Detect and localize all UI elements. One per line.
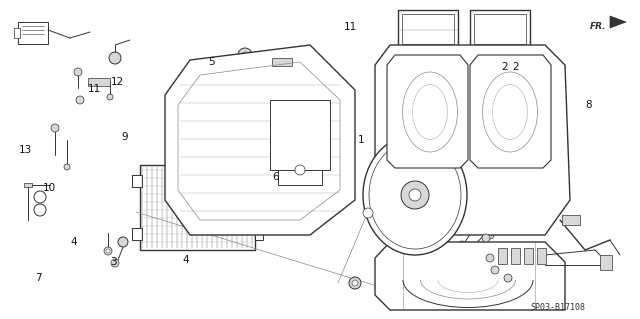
Circle shape — [260, 67, 270, 77]
Circle shape — [34, 204, 46, 216]
Circle shape — [76, 96, 84, 104]
Text: FR.: FR. — [590, 22, 607, 31]
Text: 1: 1 — [358, 135, 365, 145]
Circle shape — [482, 234, 490, 242]
Circle shape — [109, 52, 121, 64]
Ellipse shape — [132, 42, 144, 49]
Text: 8: 8 — [586, 100, 592, 110]
Circle shape — [458, 241, 466, 249]
Ellipse shape — [369, 141, 461, 249]
Text: 9: 9 — [122, 132, 128, 142]
Bar — [255, 175, 263, 187]
Circle shape — [107, 94, 113, 100]
Bar — [278, 135, 322, 185]
Text: 4: 4 — [70, 237, 77, 248]
Circle shape — [118, 237, 128, 247]
Text: 7: 7 — [35, 272, 42, 283]
Bar — [398, 10, 458, 48]
Text: 11: 11 — [344, 22, 357, 32]
Text: 12: 12 — [111, 77, 124, 87]
Bar — [498, 248, 507, 264]
Bar — [140, 165, 255, 250]
Bar — [132, 228, 142, 240]
Circle shape — [409, 189, 421, 201]
Polygon shape — [375, 242, 565, 310]
Bar — [24, 183, 32, 187]
Ellipse shape — [274, 86, 292, 94]
Polygon shape — [470, 55, 551, 168]
Text: 10: 10 — [43, 183, 56, 193]
Bar — [470, 10, 530, 48]
Bar — [14, 28, 20, 38]
Bar — [18, 22, 48, 44]
Circle shape — [244, 82, 256, 94]
Polygon shape — [610, 16, 626, 28]
Bar — [132, 175, 142, 187]
Text: SP03-B17108: SP03-B17108 — [530, 303, 585, 313]
Circle shape — [352, 280, 358, 286]
Polygon shape — [387, 55, 468, 168]
Bar — [600, 255, 612, 270]
Circle shape — [486, 231, 494, 239]
Polygon shape — [375, 45, 570, 235]
Bar — [255, 228, 263, 240]
Bar — [272, 58, 292, 66]
Ellipse shape — [363, 135, 467, 255]
Circle shape — [349, 277, 361, 289]
Circle shape — [64, 164, 70, 170]
Circle shape — [106, 249, 110, 253]
Circle shape — [242, 52, 248, 58]
Circle shape — [491, 266, 499, 274]
Circle shape — [34, 191, 46, 203]
Circle shape — [504, 274, 512, 282]
Circle shape — [486, 254, 494, 262]
Polygon shape — [165, 45, 355, 235]
Circle shape — [104, 247, 112, 255]
Circle shape — [238, 48, 252, 62]
Circle shape — [363, 208, 373, 218]
Bar — [8, 150, 136, 275]
Text: 11: 11 — [88, 84, 101, 94]
Circle shape — [473, 223, 483, 233]
Bar — [88, 78, 110, 86]
Bar — [511, 248, 520, 264]
Circle shape — [401, 181, 429, 209]
Bar — [270, 100, 330, 170]
Bar — [474, 14, 526, 44]
Text: 4: 4 — [182, 255, 189, 265]
Circle shape — [111, 259, 119, 267]
Text: 6: 6 — [272, 172, 278, 182]
Bar — [524, 248, 533, 264]
Text: 3: 3 — [111, 256, 117, 267]
Text: 13: 13 — [19, 145, 32, 155]
Circle shape — [51, 124, 59, 132]
Circle shape — [74, 68, 82, 76]
Circle shape — [295, 165, 305, 175]
Text: 14: 14 — [307, 110, 320, 120]
Text: 2: 2 — [513, 62, 519, 72]
Bar — [562, 215, 580, 225]
Bar — [402, 14, 454, 44]
Text: 2: 2 — [501, 62, 508, 72]
Bar — [537, 248, 546, 264]
Text: 5: 5 — [208, 57, 214, 67]
